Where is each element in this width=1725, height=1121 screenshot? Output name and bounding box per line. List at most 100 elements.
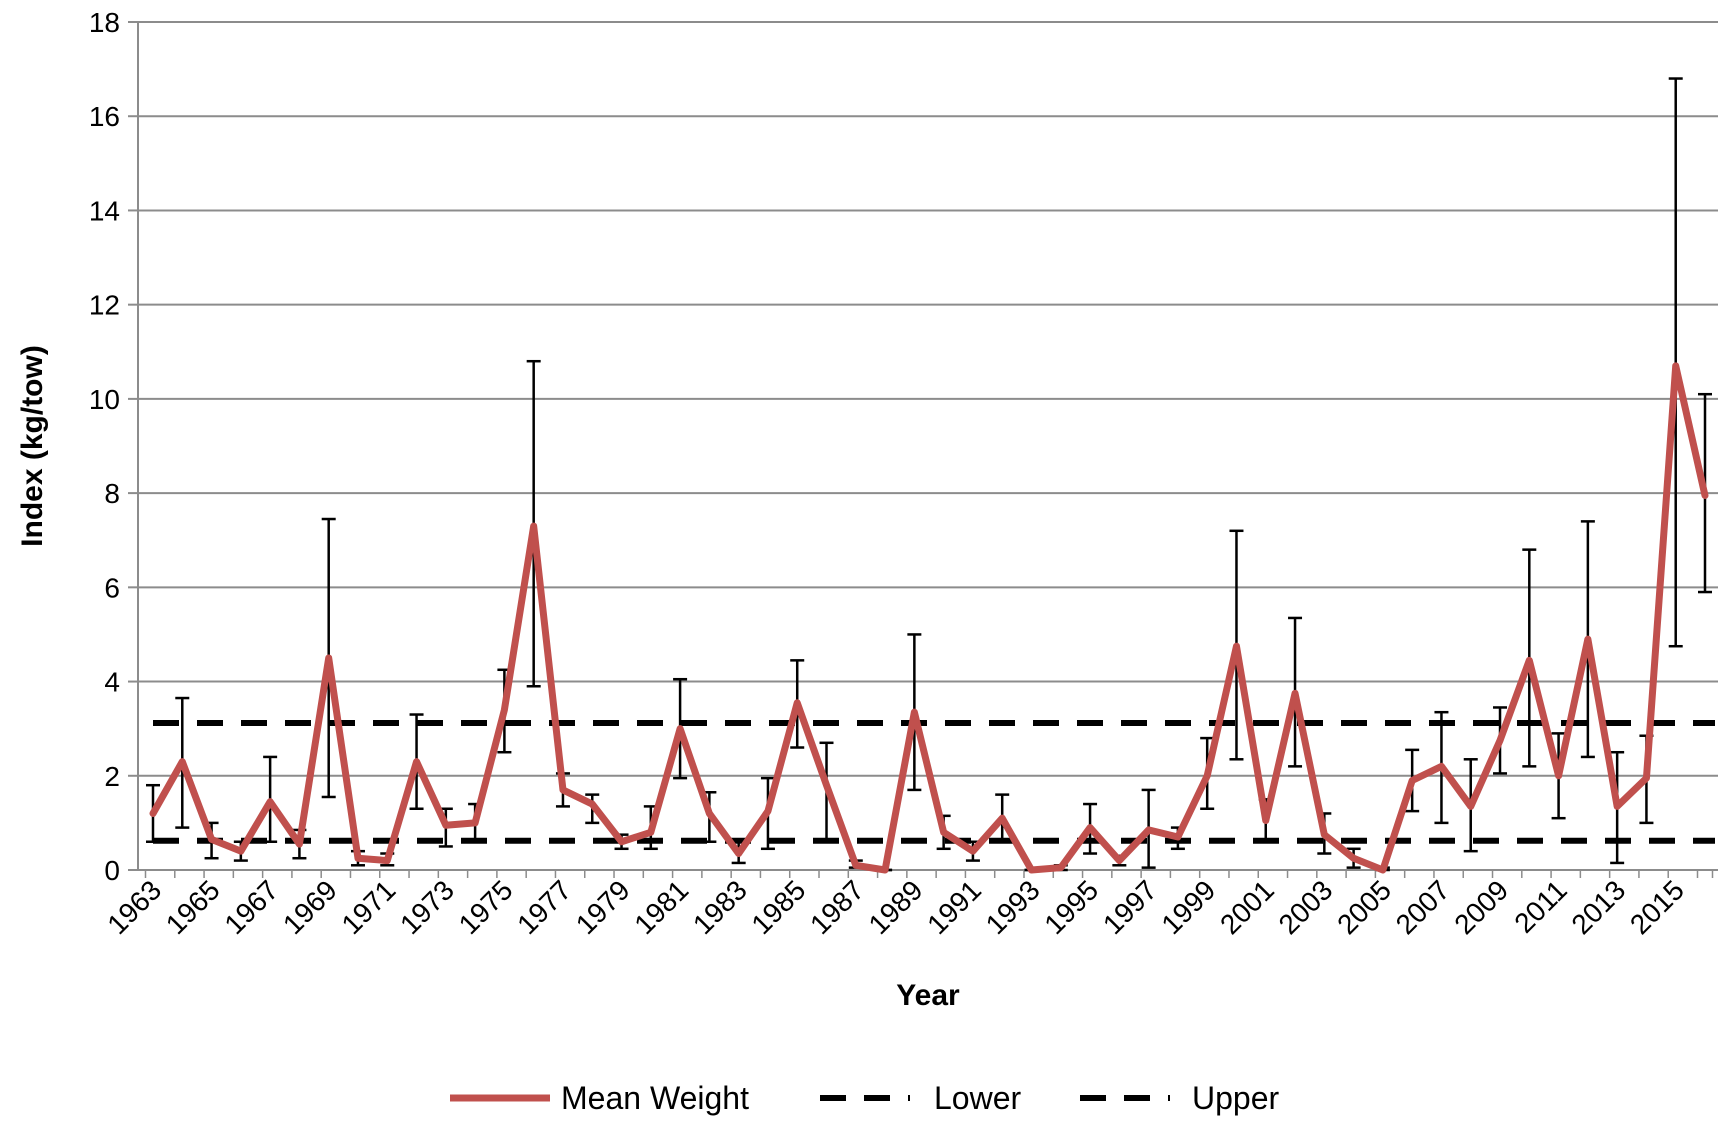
error-bar-2015: [1668, 77, 1683, 648]
y-tick-label-2: 2: [104, 761, 120, 792]
data-point-1965: [211, 838, 213, 840]
x-tick-label-1995: 1995: [1038, 874, 1104, 940]
data-point-1992: [1001, 817, 1003, 819]
x-tick-label-1971: 1971: [336, 874, 402, 940]
legend-item-mean-weight: Mean Weight: [450, 1080, 749, 1116]
data-point-1969: [328, 657, 330, 659]
data-point-2003: [1323, 834, 1325, 836]
data-point-1994: [1060, 867, 1062, 869]
data-point-1983: [738, 853, 740, 855]
y-tick-label-16: 16: [89, 101, 120, 132]
data-point-1970: [357, 857, 359, 859]
y-tick-label-18: 18: [89, 7, 120, 38]
x-axis-title: Year: [896, 979, 960, 1012]
x-tick-label-1993: 1993: [980, 874, 1046, 940]
series-line-mean-weight: [149, 362, 1709, 874]
data-point-1985: [796, 702, 798, 704]
x-tick-label-2001: 2001: [1214, 874, 1280, 940]
x-tick-label-2015: 2015: [1624, 874, 1690, 940]
error-bars: [146, 77, 1712, 872]
x-tick-label-1985: 1985: [745, 874, 811, 940]
data-point-1997: [1148, 829, 1150, 831]
legend-item-lower: Lower: [820, 1080, 1022, 1116]
data-point-2014: [1645, 777, 1647, 779]
x-tick-label-2007: 2007: [1390, 874, 1456, 940]
x-tick-label-1977: 1977: [511, 874, 577, 940]
threshold-layer: [153, 720, 1715, 844]
data-point-1964: [181, 761, 183, 763]
data-point-2004: [1353, 857, 1355, 859]
x-tick-label-1969: 1969: [277, 874, 343, 940]
x-tick-label-1987: 1987: [804, 874, 870, 940]
data-point-1974: [474, 822, 476, 824]
data-point-2010: [1528, 659, 1530, 661]
x-tick-label-1967: 1967: [218, 874, 284, 940]
x-tick-label-1991: 1991: [921, 874, 987, 940]
data-point-1978: [591, 803, 593, 805]
data-point-2002: [1294, 692, 1296, 694]
legend-item-upper: Upper: [1080, 1080, 1280, 1116]
data-point-1995: [1089, 827, 1091, 829]
data-point-1981: [679, 728, 681, 730]
data-point-2013: [1616, 805, 1618, 807]
data-point-2001: [1265, 820, 1267, 822]
x-tick-label-1973: 1973: [394, 874, 460, 940]
data-point-1998: [1177, 836, 1179, 838]
data-point-1980: [650, 831, 652, 833]
legend-label-upper: Upper: [1192, 1080, 1280, 1116]
data-point-1987: [855, 864, 857, 866]
data-point-1990: [943, 831, 945, 833]
x-tick-label-1965: 1965: [160, 874, 226, 940]
y-axis-title: Index (kg/tow): [16, 345, 49, 547]
data-point-1993: [1030, 869, 1032, 871]
tick-labels: 0246810121416181963196519671969197119731…: [89, 7, 1690, 940]
data-point-1976: [533, 525, 535, 527]
x-tick-label-1979: 1979: [570, 874, 636, 940]
data-point-1982: [708, 812, 710, 814]
x-tick-label-1981: 1981: [628, 874, 694, 940]
data-point-2006: [1411, 779, 1413, 781]
data-point-1963: [152, 812, 154, 814]
grid-layer: [138, 21, 1718, 777]
data-point-1991: [972, 850, 974, 852]
series-layer: [149, 362, 1709, 874]
legend-label-mean-weight: Mean Weight: [561, 1080, 749, 1116]
data-point-1988: [884, 869, 886, 871]
x-tick-label-1975: 1975: [453, 874, 519, 940]
data-point-2011: [1558, 775, 1560, 777]
data-point-2012: [1587, 638, 1589, 640]
x-tick-label-1999: 1999: [1155, 874, 1221, 940]
x-tick-label-1997: 1997: [1097, 874, 1163, 940]
data-point-2009: [1499, 739, 1501, 741]
x-tick-label-1989: 1989: [863, 874, 929, 940]
data-point-1996: [1118, 860, 1120, 862]
data-point-1971: [386, 860, 388, 862]
y-tick-label-8: 8: [104, 478, 120, 509]
data-point-2000: [1235, 645, 1237, 647]
y-tick-label-12: 12: [89, 290, 120, 321]
legend-label-lower: Lower: [934, 1080, 1022, 1116]
x-tick-label-2009: 2009: [1448, 874, 1514, 940]
data-point-2008: [1470, 805, 1472, 807]
y-tick-label-4: 4: [104, 667, 120, 698]
data-point-1979: [621, 841, 623, 843]
legend: Mean Weight Lower Upper: [450, 1080, 1280, 1116]
x-tick-label-2003: 2003: [1273, 874, 1339, 940]
data-point-1999: [1206, 775, 1208, 777]
data-point-1989: [913, 711, 915, 713]
data-point-2016: [1704, 494, 1706, 496]
x-tick-label-2011: 2011: [1508, 874, 1573, 939]
y-tick-label-0: 0: [104, 855, 120, 886]
data-point-2015: [1675, 365, 1677, 367]
data-point-2007: [1440, 765, 1442, 767]
y-tick-label-6: 6: [104, 572, 120, 603]
data-point-1977: [562, 789, 564, 791]
data-point-1967: [269, 801, 271, 803]
data-point-1972: [416, 761, 418, 763]
data-point-1984: [767, 810, 769, 812]
data-point-1968: [298, 843, 300, 845]
data-point-1975: [503, 709, 505, 711]
x-tick-label-1983: 1983: [687, 874, 753, 940]
data-point-2005: [1382, 869, 1384, 871]
